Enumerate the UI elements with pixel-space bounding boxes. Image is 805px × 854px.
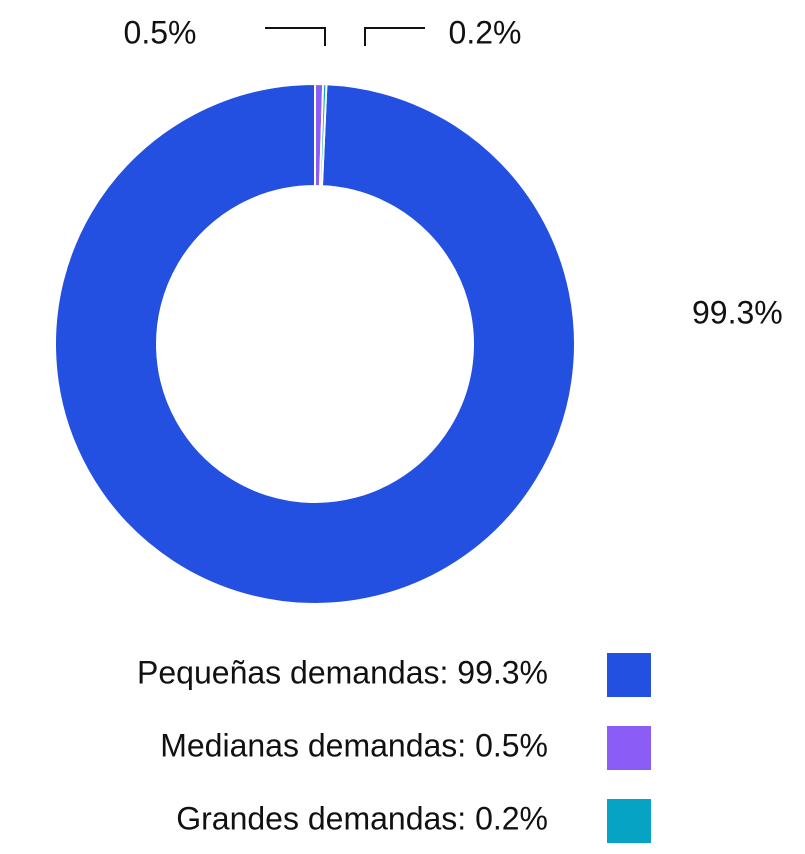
legend-label: Pequeñas demandas: 99.3% xyxy=(137,654,548,690)
value-label: 0.5% xyxy=(124,14,197,50)
legend-swatch xyxy=(607,799,651,843)
value-label: 0.2% xyxy=(449,14,522,50)
leader-line xyxy=(265,27,326,46)
donut-slice xyxy=(318,83,328,188)
legend-label: Grandes demandas: 0.2% xyxy=(176,800,548,836)
legend-label: Medianas demandas: 0.5% xyxy=(160,727,548,763)
legend-swatch xyxy=(607,653,651,697)
leader-line xyxy=(364,27,425,46)
donut-slice xyxy=(54,82,576,605)
value-label: 99.3% xyxy=(692,294,783,330)
legend-swatch xyxy=(607,726,651,770)
